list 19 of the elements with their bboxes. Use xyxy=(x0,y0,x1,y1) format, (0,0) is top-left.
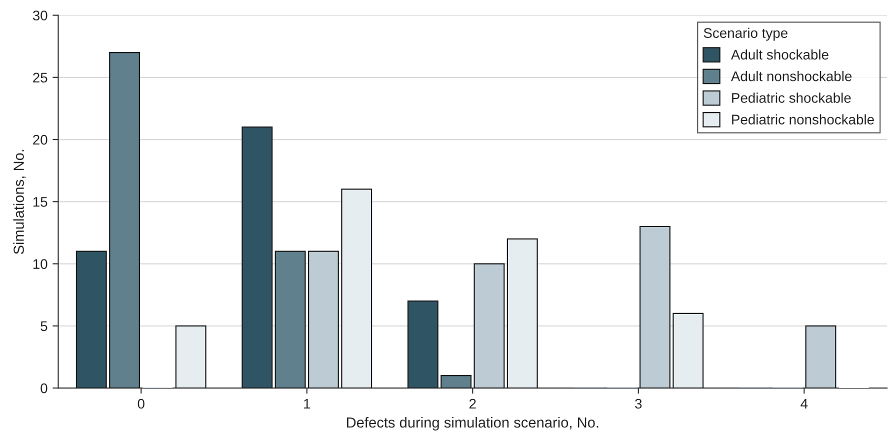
y-tick-label: 15 xyxy=(33,197,48,207)
x-tick-label: 1 xyxy=(304,398,310,409)
legend-label: Adult nonshockable xyxy=(730,71,852,82)
x-tick-label: 0 xyxy=(138,398,144,409)
legend-label: Pediatric nonshockable xyxy=(732,114,874,124)
x-tick-label: 3 xyxy=(635,398,642,409)
y-tick-label: 5 xyxy=(40,321,48,332)
x-axis-title: Defects during simulation scenario, No. xyxy=(346,416,598,431)
legend-label: Pediatric shockable xyxy=(732,92,851,103)
y-tick-label: 10 xyxy=(33,259,48,269)
legend-title: Scenario type xyxy=(704,28,788,41)
y-tick-label: 25 xyxy=(33,72,48,83)
legend-label: Adult shockable xyxy=(730,49,828,60)
y-tick-label: 0 xyxy=(40,383,48,394)
y-tick-label: 30 xyxy=(32,10,48,20)
x-tick-label: 4 xyxy=(800,398,808,409)
y-tick-label: 20 xyxy=(33,134,48,145)
x-tick-label: 2 xyxy=(469,398,476,409)
y-axis-title: Simulations, No. xyxy=(13,150,26,254)
